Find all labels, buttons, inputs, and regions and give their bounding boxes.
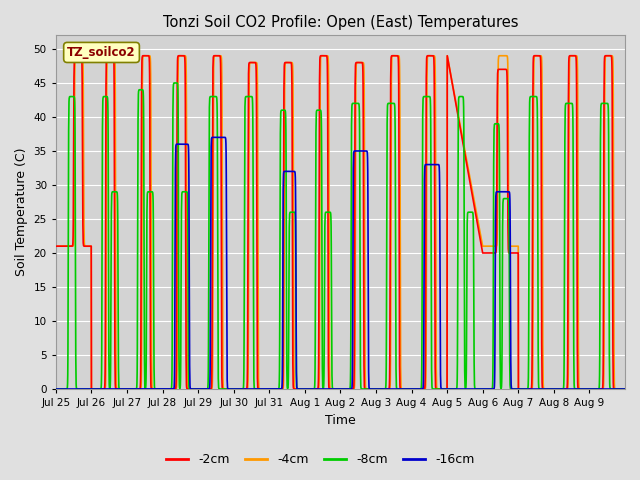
X-axis label: Time: Time bbox=[325, 414, 356, 427]
Title: Tonzi Soil CO2 Profile: Open (East) Temperatures: Tonzi Soil CO2 Profile: Open (East) Temp… bbox=[163, 15, 518, 30]
Y-axis label: Soil Temperature (C): Soil Temperature (C) bbox=[15, 148, 28, 276]
Text: TZ_soilco2: TZ_soilco2 bbox=[67, 46, 136, 59]
Legend: -2cm, -4cm, -8cm, -16cm: -2cm, -4cm, -8cm, -16cm bbox=[161, 448, 479, 471]
